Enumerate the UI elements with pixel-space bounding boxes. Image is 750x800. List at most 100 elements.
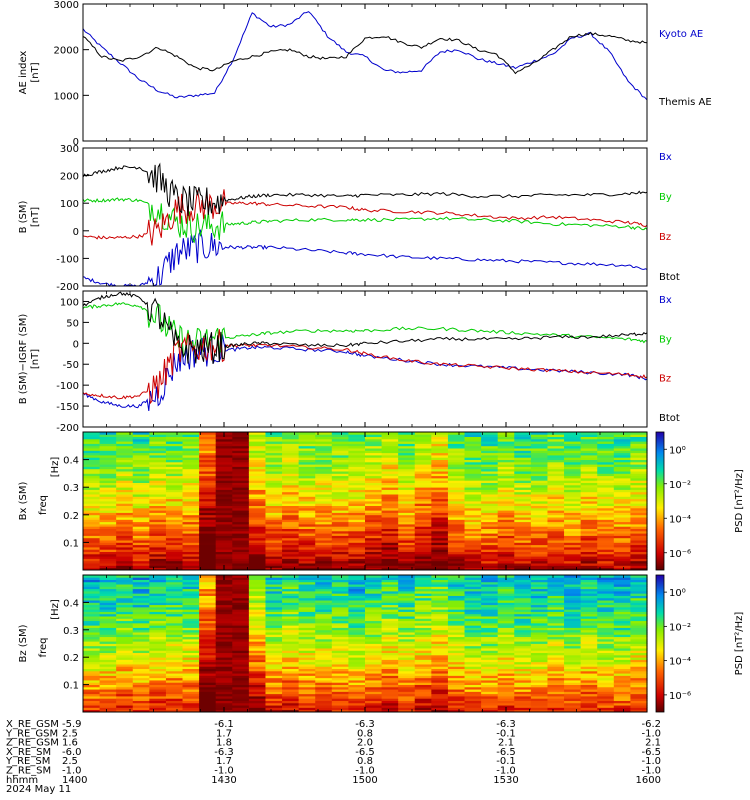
spectrogram-cell [431,524,449,527]
spectrogram-cell [199,689,217,692]
spectrogram-cell [199,489,217,493]
spectrogram-cell [282,606,300,610]
spectrogram-cell [265,581,283,585]
spectrogram-cell [630,432,648,435]
spectrogram-cell [547,482,565,486]
spectrogram-cell [348,707,366,711]
spectrogram-cell [547,466,565,470]
spectrogram-cell [597,705,615,708]
spectrogram-cell [215,507,233,511]
spectrogram-cell [348,471,366,474]
spectrogram-cell [83,549,101,552]
spectrogram-cell [381,482,399,486]
spectrogram-cell [613,505,632,509]
spectrogram-cell [265,496,283,500]
spectrogram-cell [99,489,117,493]
spectrogram-cell [83,625,101,628]
spectrogram-cell [514,600,532,603]
spectrogram-cell [447,450,466,454]
spectrogram-cell [116,691,134,695]
spectrogram-cell [132,553,150,557]
spectrogram-cell [365,501,383,504]
spectrogram-cell [282,489,300,493]
spectrogram-cell [530,677,549,681]
spectrogram-cell [464,680,482,683]
spectrogram-cell [431,638,449,642]
spectrogram-cell [282,445,300,449]
spectrogram-cell [165,549,184,552]
spectrogram-cell [381,675,399,679]
spectrogram-cell [116,702,134,706]
spectrogram-cell [265,505,283,509]
y-tick-label: -200 [56,282,79,293]
spectrogram-cell [481,673,499,676]
spectrogram-cell [398,455,416,458]
spectrogram-cell [365,648,383,651]
spectrogram-cell [431,480,449,483]
spectrogram-cell [365,689,383,692]
spectrogram-cell [315,600,333,603]
spectrogram-cell [630,501,648,504]
spectrogram-cell [597,448,615,451]
spectrogram-cell [116,590,134,594]
spectrogram-cell [215,473,233,477]
spectrogram-cell [398,530,416,534]
spectrogram-cell [215,547,233,550]
spectrogram-cell [182,597,200,601]
spectrogram-cell [365,577,383,580]
spectrogram-cell [83,696,101,699]
y-tick-label: -100 [56,254,79,265]
spectrogram-cell [580,455,598,458]
spectrogram-cell [447,434,466,437]
spectrogram-cell [514,652,532,656]
spectrogram-cell [597,609,615,612]
spectrogram-cell [580,448,598,451]
spectrogram-cell [398,620,416,624]
spectrogram-cell [116,491,134,495]
spectrogram-cell [149,584,167,587]
spectrogram-cell [464,542,482,546]
spectrogram-cell [580,705,598,708]
spectrogram-cell [165,584,184,587]
spectrogram-cell [182,709,200,713]
spectrogram-cell [530,512,549,516]
spectrogram-cell [481,542,499,546]
spectrogram-cell [464,551,482,555]
spectrogram-cell [580,489,598,493]
spectrogram-cell [597,600,615,603]
spectrogram-cell [182,702,200,706]
spectrogram-cell [298,547,316,550]
spectrogram-cell [99,689,117,692]
spectrogram-cell [215,668,233,672]
spectrogram-cell [248,645,267,649]
spectrogram-cell [365,459,383,463]
spectrogram-cell [199,588,217,592]
spectrogram-cell [182,512,200,516]
spectrogram-cell [431,496,449,500]
spectrogram-cell [282,648,300,651]
spectrogram-cell [116,505,134,509]
spectrogram-cell [381,471,399,474]
spectrogram-cell [597,588,615,592]
spectrogram-cell [414,556,432,559]
y-tick-label: 100 [60,297,79,308]
spectrogram-cell [431,528,449,532]
spectrogram-cell [414,457,432,460]
spectrogram-cell [547,616,565,619]
spectrogram-cell [182,466,200,470]
spectrogram-cell [431,530,449,534]
spectrogram-cell [298,565,316,569]
spectrogram-cell [431,519,449,523]
spectrogram-cell [580,577,598,580]
spectrogram-cell [365,613,383,617]
spectrogram-cell [199,705,217,708]
spectrogram-cell [613,705,632,708]
spectrogram-cell [99,668,117,672]
spectrogram-cell [248,600,267,603]
spectrogram-cell [315,484,333,488]
spectrogram-cell [398,709,416,713]
spectrogram-cell [132,618,150,622]
spectrogram-cell [282,620,300,624]
spectrogram-cell [298,533,316,536]
spectrogram-cell [630,641,648,644]
